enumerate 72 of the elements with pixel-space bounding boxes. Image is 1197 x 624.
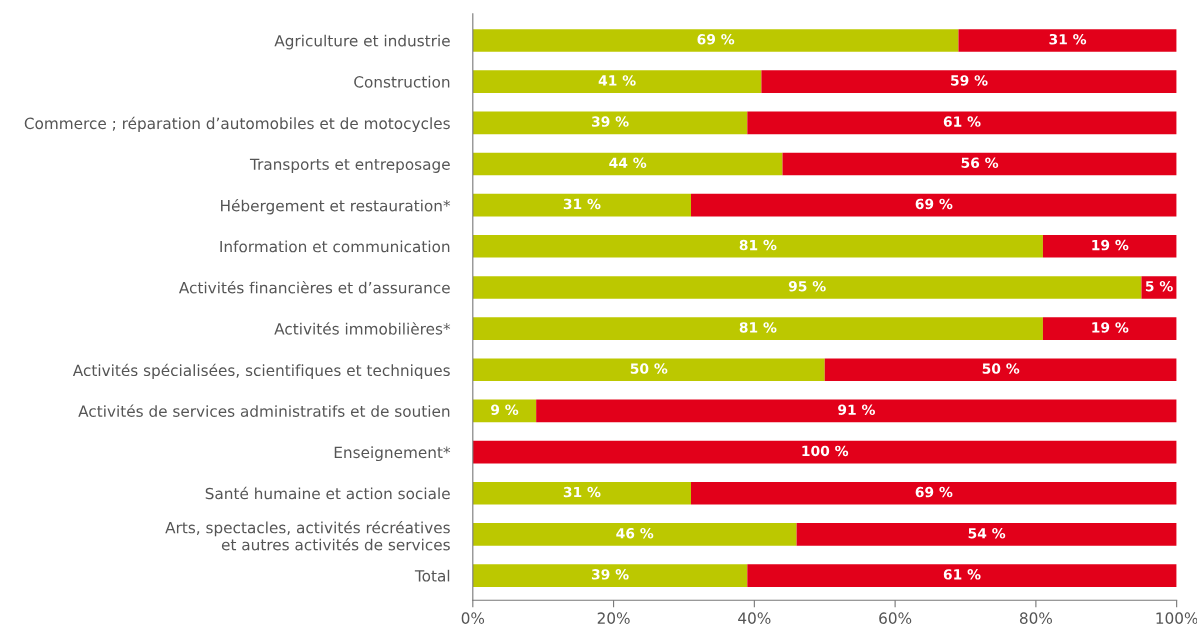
bar	[472, 317, 1043, 340]
bar	[1042, 317, 1177, 340]
x-tick-label: 80%	[1019, 612, 1053, 624]
data-label: 31 %	[1049, 34, 1087, 45]
data-label: 54 %	[968, 527, 1006, 539]
y-tick-label: Total	[414, 569, 450, 582]
y-tick-label: Agriculture et industrie	[274, 34, 450, 50]
data-label: 61 %	[943, 569, 981, 580]
x-tick-label: 0%	[461, 612, 485, 624]
x-tick-label: 40%	[738, 612, 771, 624]
y-tick-label: Activités spécialisées, scientifiques et techniques	[72, 363, 450, 380]
bar	[472, 523, 797, 546]
data-label: 41 %	[598, 75, 636, 86]
data-label: 5 %	[1145, 280, 1173, 292]
data-label: 19 %	[1092, 239, 1129, 251]
bar	[1042, 234, 1177, 258]
data-label: 100 %	[802, 445, 849, 457]
x-tick-label: 20%	[597, 612, 630, 624]
x-tick-label: 60%	[879, 612, 912, 624]
data-label: 81 %	[739, 239, 777, 251]
data-label: 91 %	[838, 404, 875, 415]
bar	[472, 440, 1177, 464]
data-label: 46 %	[616, 527, 654, 539]
bar	[472, 70, 762, 93]
data-label: 69 %	[697, 34, 735, 45]
bar	[747, 564, 1177, 587]
y-tick-label: Arts, spectacles, activités récréatives et autres activités de services	[165, 520, 450, 551]
bar	[472, 193, 691, 217]
x-tick-label: 100%	[1156, 612, 1197, 624]
data-label: 50 %	[630, 363, 668, 374]
bar	[782, 152, 1177, 176]
bar	[472, 564, 748, 587]
data-label: 39 %	[591, 569, 629, 580]
bar	[472, 29, 959, 52]
bar	[536, 399, 1177, 423]
bar	[472, 358, 825, 382]
y-tick-label: Activités financières et d’assurance	[178, 281, 450, 294]
data-label: 81 %	[739, 322, 777, 333]
data-label: 56 %	[961, 157, 999, 168]
bar	[691, 193, 1177, 217]
y-tick-label: Transports et entreposage	[249, 158, 450, 173]
data-label: 31 %	[563, 486, 601, 498]
y-tick-label: Commerce ; réparation d’automobiles et de motocycles	[24, 116, 450, 133]
data-label: 59 %	[951, 75, 988, 86]
y-tick-label: Activités de services administratifs et de soutien	[78, 404, 450, 417]
data-label: 95 %	[788, 280, 826, 292]
data-label: 39 %	[591, 116, 629, 127]
y-tick-label: Santé humaine et action sociale	[205, 486, 450, 500]
bar	[472, 276, 1142, 299]
bar	[691, 481, 1177, 505]
bar	[958, 29, 1177, 52]
y-tick-label: Information et communication	[220, 240, 450, 253]
bar	[472, 152, 783, 176]
data-label: 44 %	[609, 157, 647, 168]
data-label: 9 %	[491, 404, 519, 415]
data-label: 69 %	[915, 486, 953, 498]
y-tick-label: Hébergement et restauration*	[221, 199, 451, 215]
data-label: 50 %	[982, 363, 1020, 374]
y-tick-label: Enseignement*	[334, 446, 451, 462]
bar	[747, 111, 1177, 135]
data-label: 61 %	[943, 116, 981, 127]
y-tick-label: Construction	[354, 75, 450, 88]
bar	[472, 481, 691, 505]
bar	[472, 234, 1043, 258]
data-label: 31 %	[563, 198, 601, 210]
data-label: 69 %	[915, 198, 953, 210]
bar	[472, 111, 748, 135]
bar	[761, 70, 1177, 93]
data-label: 19 %	[1092, 322, 1129, 333]
y-tick-label: Activités immobilières*	[274, 322, 451, 335]
bar	[796, 523, 1177, 546]
bar	[824, 358, 1177, 382]
